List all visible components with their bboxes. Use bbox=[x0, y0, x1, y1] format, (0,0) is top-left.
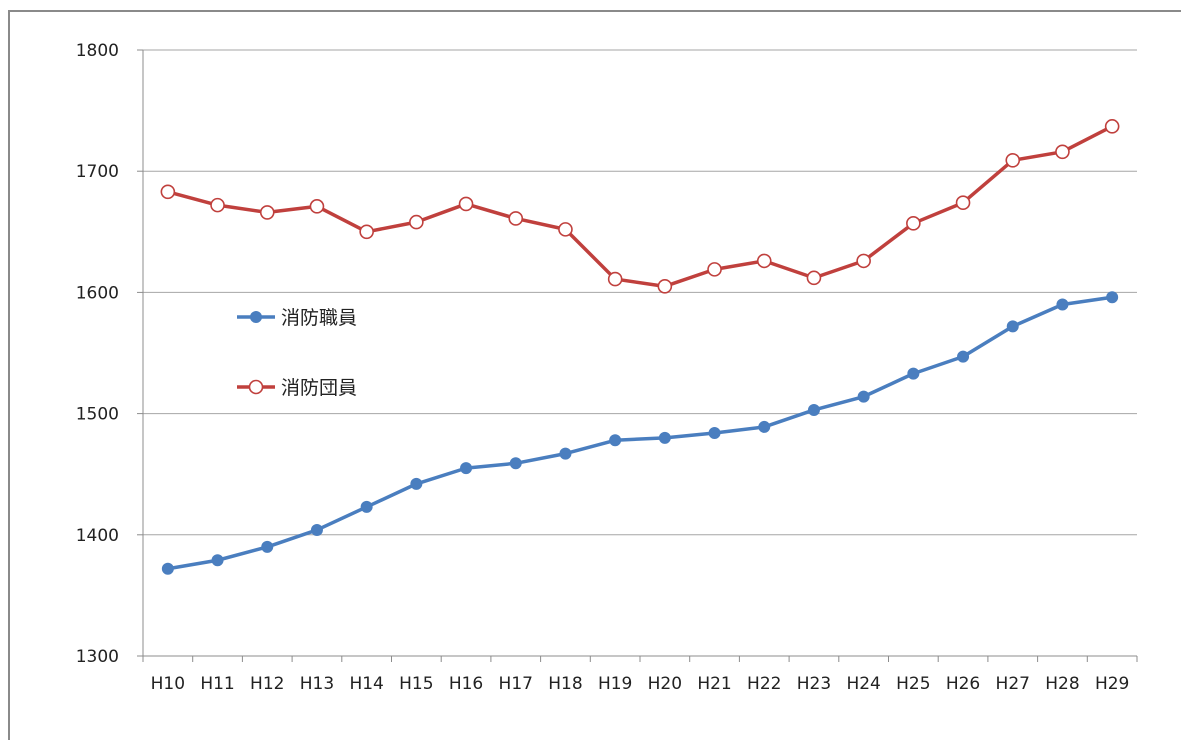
data-point bbox=[1104, 119, 1120, 134]
data-point bbox=[261, 540, 274, 553]
data-point bbox=[211, 554, 224, 567]
y-tick-labels: 1300 1400 1500 1600 1700 1800 bbox=[76, 41, 119, 667]
data-point bbox=[957, 350, 970, 363]
series-line-1 bbox=[167, 124, 1113, 289]
y-tick-label: 1300 bbox=[76, 647, 119, 667]
data-point bbox=[857, 390, 870, 403]
legend: 消防職員 消防団員 bbox=[237, 307, 357, 399]
data-point bbox=[1106, 291, 1119, 304]
data-point bbox=[658, 431, 671, 444]
data-point bbox=[161, 562, 174, 575]
x-tick-label: H16 bbox=[449, 674, 483, 694]
x-tick-label: H26 bbox=[946, 674, 980, 694]
data-point bbox=[559, 447, 572, 460]
x-tick-label: H12 bbox=[250, 674, 284, 694]
data-point bbox=[309, 199, 325, 214]
data-point bbox=[955, 195, 971, 211]
x-tick-label: H28 bbox=[1045, 674, 1079, 694]
x-tick-labels: H10 H11 H12 H13 H14 H15 H16 H17 H18 H19 H20 H21 H22 H… bbox=[151, 674, 1130, 694]
legend-marker-series-1 bbox=[248, 379, 264, 395]
legend-label-series-1: 消防団員 bbox=[281, 377, 357, 399]
data-point bbox=[1055, 144, 1070, 160]
data-point bbox=[758, 420, 771, 433]
data-point bbox=[807, 403, 820, 416]
data-point bbox=[210, 197, 225, 213]
x-tick-label: H15 bbox=[399, 674, 433, 694]
x-tick-label: H13 bbox=[300, 674, 334, 694]
x-tick-label: H25 bbox=[896, 674, 930, 694]
y-tick-label: 1500 bbox=[76, 405, 119, 425]
data-point bbox=[707, 262, 722, 277]
data-point bbox=[906, 216, 921, 231]
data-point bbox=[310, 523, 323, 536]
data-point bbox=[607, 271, 623, 287]
data-point bbox=[1056, 298, 1069, 311]
axes bbox=[137, 49, 1138, 662]
data-point bbox=[409, 214, 424, 230]
data-point bbox=[458, 196, 474, 212]
data-point bbox=[508, 211, 524, 226]
data-point bbox=[657, 279, 673, 294]
x-tick-label: H23 bbox=[797, 674, 831, 694]
x-tick-label: H10 bbox=[151, 674, 185, 694]
x-tick-label: H24 bbox=[846, 674, 880, 694]
data-point bbox=[360, 500, 373, 513]
data-point bbox=[558, 222, 573, 237]
data-point bbox=[856, 253, 871, 269]
gridlines bbox=[143, 49, 1137, 536]
y-tick-label: 1400 bbox=[76, 526, 119, 546]
x-tick-label: H22 bbox=[747, 674, 781, 694]
legend-label-series-0: 消防職員 bbox=[281, 307, 357, 329]
legend-marker-series-0 bbox=[250, 311, 262, 323]
x-tick-label: H14 bbox=[349, 674, 383, 694]
x-tick-label: H27 bbox=[996, 674, 1030, 694]
chart-frame bbox=[8, 10, 1181, 740]
data-point bbox=[160, 184, 176, 200]
data-point bbox=[806, 270, 822, 286]
data-point bbox=[708, 426, 721, 439]
x-tick-label: H18 bbox=[548, 674, 582, 694]
x-tick-label: H20 bbox=[648, 674, 682, 694]
data-point bbox=[1006, 320, 1019, 333]
data-point bbox=[609, 434, 622, 447]
data-point bbox=[259, 205, 275, 220]
data-point bbox=[410, 477, 423, 490]
y-tick-label: 1600 bbox=[76, 283, 119, 303]
data-point bbox=[359, 224, 374, 240]
data-point bbox=[907, 367, 920, 380]
data-point bbox=[460, 462, 473, 475]
x-tick-label: H21 bbox=[697, 674, 731, 694]
series-line-0 bbox=[167, 295, 1113, 571]
x-tick-label: H19 bbox=[598, 674, 632, 694]
data-point bbox=[509, 457, 522, 470]
x-tick-label: H17 bbox=[499, 674, 533, 694]
y-tick-label: 1700 bbox=[76, 162, 119, 182]
series-group bbox=[160, 119, 1120, 575]
data-point bbox=[756, 253, 772, 269]
data-point bbox=[1005, 152, 1021, 168]
y-tick-label: 1800 bbox=[76, 41, 119, 61]
x-tick-label: H29 bbox=[1095, 674, 1129, 694]
x-tick-label: H11 bbox=[200, 674, 234, 694]
